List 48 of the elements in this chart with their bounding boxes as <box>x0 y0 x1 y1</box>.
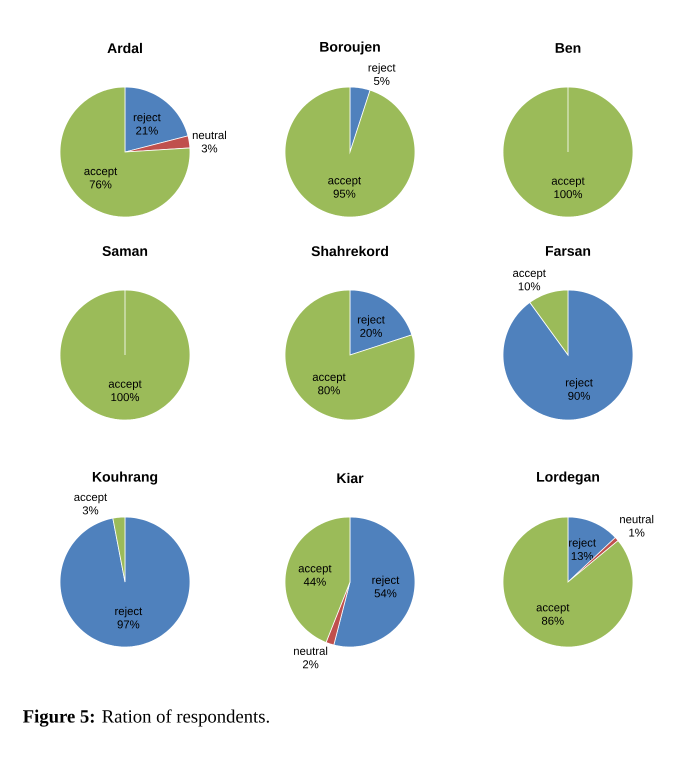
slice-label: reject <box>358 315 385 326</box>
slice-label: reject <box>134 112 161 124</box>
chart-title: Boroujen <box>320 41 380 55</box>
data-label: 20% <box>360 328 382 337</box>
data-label: 86% <box>542 616 564 625</box>
chart-title: Shahrekord <box>311 246 388 256</box>
data-label: 76% <box>90 180 112 188</box>
chart-title: Kouhrang <box>92 471 158 485</box>
chart-title: Ardal <box>107 42 142 54</box>
slice-label: accept <box>552 177 585 188</box>
chart-title: Lordegan <box>537 471 600 485</box>
data-label: 100% <box>111 393 140 402</box>
data-label: 21% <box>136 126 158 135</box>
slice-label: accept <box>84 168 118 178</box>
slice-label: reject <box>368 63 396 74</box>
slice-label: neutral <box>294 646 328 655</box>
slice-label: accept <box>74 494 108 504</box>
data-label: 3% <box>202 144 218 152</box>
slice-label: accept <box>328 176 362 187</box>
data-label: 2% <box>302 660 318 668</box>
slice-label: neutral <box>620 514 654 524</box>
data-label: 13% <box>572 552 594 560</box>
data-label: 100% <box>554 190 582 198</box>
slice-label: reject <box>115 606 142 618</box>
text: Figure 5: Ration of respondents. <box>23 709 269 727</box>
data-label: 44% <box>304 578 326 586</box>
slice-label: reject <box>372 576 400 586</box>
slice-label: accept <box>536 604 570 614</box>
data-label: 97% <box>118 620 140 628</box>
data-label: 10% <box>518 282 540 290</box>
data-label: 90% <box>568 392 590 400</box>
data-label: 80% <box>318 386 340 394</box>
data-label: 3% <box>82 506 98 514</box>
data-label: 54% <box>374 589 396 598</box>
slice-label: accept <box>108 380 142 390</box>
slice-label: accept <box>298 564 332 575</box>
slice-label: accept <box>513 270 546 280</box>
slice-label: accept <box>312 374 346 384</box>
data-label: 1% <box>629 528 644 537</box>
chart-title: Kiar <box>337 472 364 484</box>
slice-label: neutral <box>192 130 226 140</box>
slice-label: reject <box>566 378 593 389</box>
chart-title: Saman <box>102 246 148 256</box>
data-label: 5% <box>374 76 390 85</box>
slice-label: reject <box>569 538 596 549</box>
chart-title: Farsan <box>546 246 590 256</box>
data-label: 95% <box>334 190 356 198</box>
chart-title: Ben <box>556 43 580 53</box>
